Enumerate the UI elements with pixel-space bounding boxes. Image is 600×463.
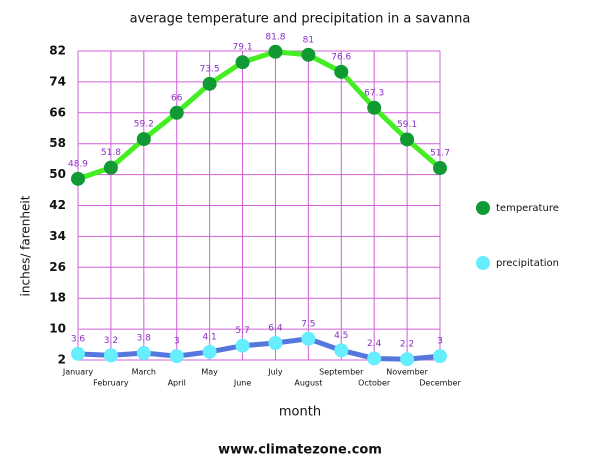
data-point [400,132,415,147]
data-label: 73.5 [200,64,220,74]
x-tick-label: November [386,368,428,377]
data-label: 3.6 [71,334,86,344]
x-tick-label: February [93,379,129,388]
data-point [367,100,382,115]
data-point [433,349,447,364]
data-label: 4.5 [334,331,348,341]
y-tick-label: 18 [49,291,66,305]
data-label: 4.1 [202,332,216,342]
data-point [202,76,217,91]
x-tick-label: June [233,379,252,388]
data-label: 48.9 [68,159,88,169]
y-tick-label: 26 [49,260,66,274]
data-label: 3.8 [137,334,152,344]
data-point [268,336,283,351]
x-tick-label: May [201,368,218,377]
data-label: 2.4 [367,339,382,349]
data-label: 3.2 [104,336,118,346]
data-point [71,346,85,361]
data-label: 79.1 [233,43,253,53]
data-point [367,351,382,366]
data-label: 51.8 [101,148,121,158]
data-label: 3 [437,337,443,347]
legend-label: temperature [496,203,559,214]
y-tick-label: 50 [49,167,66,181]
data-point [334,343,349,358]
legend-marker [476,256,490,270]
data-label: 59.2 [134,120,154,130]
x-tick-label: September [319,368,364,377]
data-point [169,105,184,120]
data-label: 2.2 [400,340,414,350]
x-tick-label: July [267,368,283,377]
data-label: 7.5 [301,319,315,329]
data-point [202,344,217,359]
y-tick-label: 34 [49,229,66,243]
legend-marker [476,201,490,215]
y-axis-label: inches/ farenheit [19,195,33,296]
chart-title: average temperature and precipitation in… [130,12,471,27]
data-point [235,55,250,70]
data-point [136,132,151,147]
data-point [71,171,85,186]
data-point [301,331,316,346]
data-point [103,160,118,175]
data-point [136,346,151,361]
series-line [77,49,442,182]
data-label: 81.8 [265,32,285,42]
y-tick-label: 42 [49,198,66,212]
source: www.climatezone.com [218,443,382,458]
data-label: 59.1 [397,120,417,130]
y-tick-label: 58 [49,136,66,150]
x-tick-label: April [168,379,186,388]
data-point [301,47,316,62]
legend-label: precipitation [496,258,559,269]
data-label: 81 [303,35,314,45]
data-point [268,44,283,59]
data-label: 76.6 [331,52,351,62]
data-label: 66 [171,93,183,103]
data-point [169,349,184,364]
data-label: 6.4 [268,324,283,334]
data-label: 51.7 [430,149,450,159]
x-tick-label: August [294,379,322,388]
y-tick-label: 2 [58,353,66,367]
x-tick-label: December [419,379,461,388]
y-tick-label: 82 [49,44,66,58]
data-point [235,338,250,353]
x-tick-label: March [132,368,156,377]
y-tick-label: 10 [49,322,66,336]
data-point [334,64,349,79]
data-point [103,348,118,363]
x-axis-label: month [279,405,321,420]
data-label: 3 [174,337,180,347]
x-tick-label: October [358,379,391,388]
data-point [433,161,447,176]
data-label: 67.3 [364,88,384,98]
x-tick-label: January [62,368,94,377]
data-point [400,352,415,367]
data-label: 5.7 [235,326,249,336]
series-line [77,336,441,362]
y-tick-label: 74 [49,74,66,88]
y-tick-label: 66 [49,105,66,119]
